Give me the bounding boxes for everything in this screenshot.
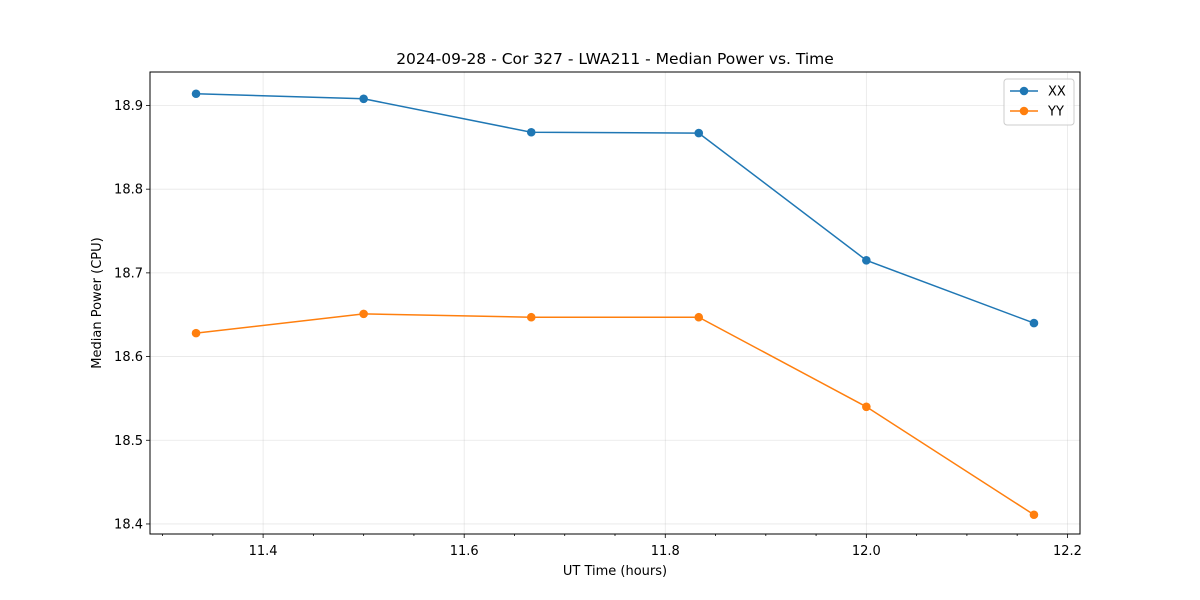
legend: XX YY bbox=[1003, 78, 1075, 126]
series-line-yy bbox=[195, 313, 1035, 516]
x-tick-label: 12.2 bbox=[1053, 544, 1082, 559]
data-point-xx bbox=[694, 128, 704, 138]
series-line-xx bbox=[196, 93, 1035, 324]
y-axis: 18.4 18.5 18.6 18.7 18.8 18.9 bbox=[114, 99, 150, 532]
grid-lines bbox=[150, 72, 1080, 534]
data-point-yy bbox=[526, 312, 536, 322]
y-tick-label: 18.4 bbox=[114, 517, 143, 532]
x-axis: 11.4 11.6 11.8 12.0 12.2 bbox=[162, 534, 1082, 559]
y-tick-label: 18.6 bbox=[114, 350, 143, 365]
data-point-xx bbox=[191, 89, 201, 99]
legend-label-xx: XX bbox=[1048, 85, 1066, 100]
y-tick-label: 18.5 bbox=[114, 434, 143, 449]
data-point-xx bbox=[862, 256, 871, 265]
data-point-yy bbox=[862, 402, 871, 412]
x-tick-label: 12.0 bbox=[852, 544, 881, 559]
plot-frame bbox=[149, 71, 1081, 535]
series-layer bbox=[191, 89, 1039, 520]
data-point-yy bbox=[1029, 510, 1039, 520]
x-axis-label: UT Time (hours) bbox=[563, 564, 667, 579]
legend-marker-yy bbox=[1019, 106, 1029, 116]
data-point-xx bbox=[526, 127, 536, 137]
x-tick-label: 11.8 bbox=[651, 544, 680, 559]
data-point-yy bbox=[694, 312, 704, 322]
y-tick-label: 18.8 bbox=[114, 183, 143, 198]
data-point-yy bbox=[191, 328, 201, 338]
chart-title: 2024-09-28 - Cor 327 - LWA211 - Median P… bbox=[396, 50, 834, 68]
data-point-xx bbox=[359, 94, 368, 104]
legend-marker-xx bbox=[1019, 86, 1029, 96]
y-axis-label: Median Power (CPU) bbox=[90, 237, 105, 368]
x-tick-label: 11.6 bbox=[450, 544, 479, 559]
data-point-yy bbox=[359, 309, 368, 319]
x-tick-label: 11.4 bbox=[249, 544, 278, 559]
legend-label-yy: YY bbox=[1047, 105, 1064, 120]
y-tick-label: 18.9 bbox=[114, 99, 143, 114]
y-tick-label: 18.7 bbox=[114, 266, 143, 281]
data-point-xx bbox=[1029, 318, 1039, 328]
